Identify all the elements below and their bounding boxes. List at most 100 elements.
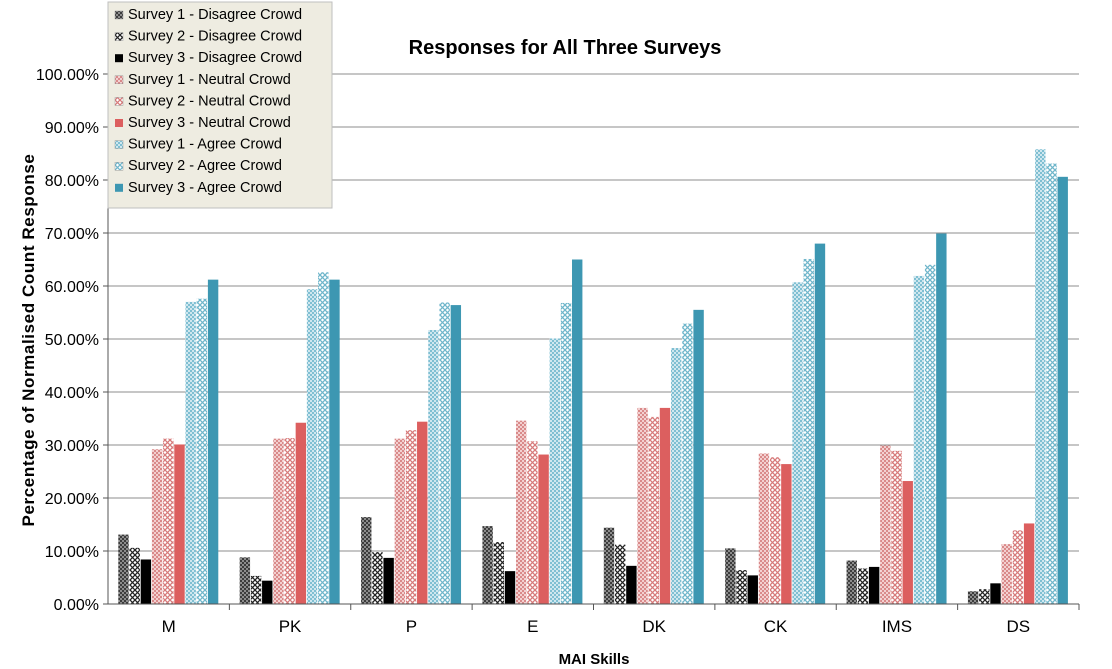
bar	[118, 534, 129, 604]
bar	[936, 233, 947, 604]
bar	[1046, 163, 1057, 604]
legend-swatch	[115, 183, 123, 192]
x-tick-label: DS	[1007, 617, 1031, 636]
bar	[693, 309, 704, 604]
y-tick-label: 20.00%	[45, 491, 99, 508]
bar	[682, 323, 693, 604]
bar	[207, 279, 219, 604]
y-tick-label: 90.00%	[45, 120, 99, 137]
y-tick-label: 10.00%	[45, 544, 99, 561]
legend-entry: Survey 3 - Neutral Crowd	[128, 115, 291, 131]
legend-swatch	[114, 32, 124, 41]
bar	[151, 449, 163, 604]
x-tick-label: P	[406, 617, 417, 636]
bar	[129, 547, 140, 604]
bar	[405, 430, 417, 604]
bar	[1035, 149, 1046, 604]
bar	[185, 301, 196, 604]
bar	[549, 338, 561, 604]
legend-entry: Survey 2 - Agree Crowd	[128, 158, 282, 174]
gridlines	[108, 73, 1079, 552]
bar	[516, 420, 527, 604]
bar	[758, 453, 770, 604]
legend-swatch	[115, 119, 123, 127]
bar	[747, 575, 758, 604]
x-tick-label: E	[527, 617, 538, 636]
bar	[614, 544, 626, 604]
bar	[891, 450, 902, 604]
x-tick-label: DK	[642, 617, 666, 636]
bar	[781, 464, 792, 604]
bar	[648, 416, 659, 604]
chart-title: Responses for All Three Surveys	[409, 37, 722, 59]
bar	[880, 445, 891, 604]
bar	[792, 282, 803, 604]
legend-entry: Survey 3 - Disagree Crowd	[128, 50, 302, 66]
bar	[482, 526, 493, 604]
bar	[273, 438, 284, 604]
y-tick-label: 40.00%	[45, 385, 99, 402]
bar	[913, 275, 925, 604]
bar	[626, 565, 637, 604]
bar	[924, 264, 936, 604]
bar	[383, 557, 394, 604]
legend-swatch	[114, 161, 124, 171]
bar	[318, 272, 329, 604]
x-axis-label: MAI Skills	[559, 651, 630, 668]
bar	[1023, 523, 1035, 604]
bar	[450, 305, 462, 604]
bar	[372, 552, 383, 604]
y-tick-label: 50.00%	[45, 332, 99, 349]
bar	[659, 407, 671, 604]
bar	[868, 566, 880, 604]
bar	[560, 302, 572, 604]
bar	[140, 559, 152, 604]
x-tick-label: IMS	[882, 617, 912, 636]
bar	[857, 568, 869, 604]
legend-entry: Survey 2 - Neutral Crowd	[128, 93, 291, 109]
bar	[417, 421, 428, 604]
bar	[902, 481, 913, 604]
bar	[250, 575, 262, 604]
legend-entry: Survey 1 - Disagree Crowd	[128, 7, 302, 23]
legend-swatch	[114, 75, 124, 85]
legend: Survey 1 - Disagree Crowd Survey 2 - Disa…	[107, 1, 333, 209]
legend-entry: Survey 3 - Agree Crowd	[128, 180, 282, 196]
bar	[979, 589, 990, 604]
bar	[196, 298, 208, 604]
bar	[527, 441, 538, 604]
bar	[1012, 530, 1024, 604]
bars	[118, 149, 1068, 604]
bar	[394, 438, 406, 604]
bar	[504, 571, 516, 604]
bar	[174, 444, 185, 604]
y-tick-label: 70.00%	[45, 226, 99, 243]
bar	[163, 438, 174, 604]
bar	[295, 422, 307, 604]
y-tick-label: 0.00%	[54, 597, 99, 614]
bar	[990, 583, 1001, 604]
bar	[725, 548, 736, 604]
bar	[439, 302, 450, 604]
x-tick-label: M	[162, 617, 176, 636]
bar	[1001, 544, 1012, 604]
x-tick-label: PK	[279, 617, 302, 636]
legend-swatch	[114, 140, 124, 149]
bar	[736, 570, 747, 604]
y-axis-label: Percentage of Normalised Count Response	[19, 154, 38, 527]
bar	[967, 591, 979, 604]
bar	[814, 243, 826, 604]
y-tick-label: 100.00%	[36, 67, 99, 84]
bar	[329, 279, 340, 604]
bar	[493, 541, 505, 604]
x-tick-label: CK	[764, 617, 788, 636]
legend-swatch	[114, 10, 124, 20]
bar	[538, 454, 549, 604]
legend-entry: Survey 1 - Neutral Crowd	[128, 72, 291, 88]
legend-box	[107, 1, 333, 209]
bar	[1057, 176, 1068, 604]
bar	[262, 580, 273, 604]
legend-entry: Survey 2 - Disagree Crowd	[128, 29, 302, 45]
